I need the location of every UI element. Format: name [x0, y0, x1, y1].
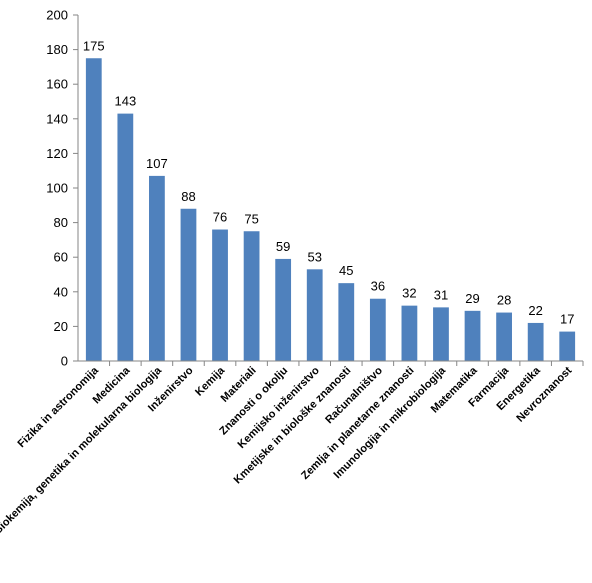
y-axis-ticks: 0 20 40 60 80 100 120 140 160 180 200 [46, 8, 78, 369]
data-label: 36 [371, 279, 385, 294]
y-tick-label: 100 [46, 181, 68, 196]
y-tick-label: 20 [54, 319, 68, 334]
data-label: 17 [560, 312, 574, 327]
bar [180, 208, 197, 361]
data-label: 143 [114, 94, 136, 109]
data-label: 53 [307, 249, 321, 264]
bar [117, 113, 134, 361]
y-tick-label: 200 [46, 8, 68, 23]
data-label: 31 [434, 287, 448, 302]
bar [559, 331, 576, 361]
data-label: 175 [83, 38, 105, 53]
data-label: 75 [244, 211, 258, 226]
data-labels: 175 143 107 88 76 75 59 53 45 36 32 31 29 28 22 17 [83, 38, 575, 326]
bar [527, 322, 544, 361]
data-label: 88 [181, 189, 195, 204]
y-tick-label: 60 [54, 250, 68, 265]
y-tick-label: 140 [46, 111, 68, 126]
bar [464, 310, 481, 361]
bar [149, 175, 165, 361]
data-label: 107 [146, 156, 168, 171]
bar [212, 229, 228, 361]
data-label: 28 [497, 293, 511, 308]
axes [73, 15, 584, 366]
bar [243, 231, 260, 361]
data-label: 22 [528, 303, 542, 318]
x-axis-labels: Fizika in astronomijaMedicinaBiokemija, … [0, 364, 575, 537]
bar [275, 258, 292, 361]
bar [433, 307, 449, 361]
bar [338, 283, 355, 361]
data-label: 76 [213, 210, 227, 225]
data-label: 45 [339, 263, 353, 278]
bar [306, 269, 323, 361]
y-tick-label: 120 [46, 146, 68, 161]
x-tick-label: Računalništvo [323, 364, 385, 426]
y-tick-label: 160 [46, 77, 68, 92]
bar [85, 58, 102, 361]
y-tick-label: 0 [61, 354, 68, 369]
data-label: 29 [465, 291, 479, 306]
y-tick-label: 40 [54, 284, 68, 299]
bar [496, 312, 512, 361]
data-label: 59 [276, 239, 290, 254]
data-label: 32 [402, 286, 416, 301]
bar [369, 298, 386, 361]
x-tick-label: Nevroznanost [514, 364, 574, 424]
y-tick-label: 80 [54, 215, 68, 230]
y-tick-label: 180 [46, 42, 68, 57]
bars [85, 58, 576, 361]
bar [401, 305, 418, 361]
